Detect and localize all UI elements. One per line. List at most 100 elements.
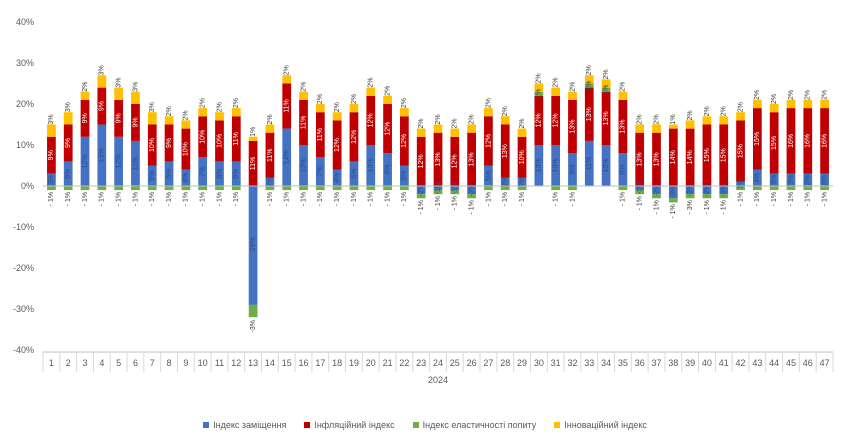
bar-segment xyxy=(332,120,342,170)
bar-segment xyxy=(584,87,594,141)
bar-data-label: 3% xyxy=(132,82,139,92)
y-tick-label: -40% xyxy=(13,345,34,355)
data-labels-group: 3% 9% - 1% 3% 6% 9% - 1% 3% 12% 9% - 1% 2% 15% 9% - 1%… xyxy=(48,65,828,332)
legend-item-innovation: Інноваційний індекс xyxy=(554,420,647,430)
bar-data-label: 10% xyxy=(603,158,610,172)
y-tick-label: 10% xyxy=(16,140,34,150)
bar-segment xyxy=(752,186,762,191)
bar-data-label: 2% xyxy=(586,65,593,75)
x-tick-label: 10 xyxy=(198,358,208,368)
bar-data-label: 2% xyxy=(805,90,812,100)
bar-data-label: -1% xyxy=(637,182,644,194)
x-tick-label: 28 xyxy=(500,358,510,368)
x-tick-label: 23 xyxy=(416,358,426,368)
bar-data-label: 9% xyxy=(65,138,72,148)
bar-data-label: - 1% xyxy=(418,200,425,214)
x-axis: 1 2 3 4 5 6 7 8 9 10 11 12 13 14 15 16 17 18 19 20 21 22 23 24 2… xyxy=(42,185,834,385)
bar-data-label: 10% xyxy=(149,138,156,152)
bar-data-label: 2% xyxy=(267,177,274,187)
x-tick-label: 46 xyxy=(803,358,813,368)
bar-data-label: 12% xyxy=(485,134,492,148)
bar-data-label: - 1% xyxy=(569,192,576,206)
x-tick-label: 14 xyxy=(265,358,275,368)
bar-data-label: 2% xyxy=(485,98,492,108)
bar-data-label: - 1% xyxy=(166,192,173,206)
bar-segment xyxy=(618,153,628,186)
bar-segment xyxy=(231,116,241,162)
bar-data-label: 12% xyxy=(82,154,89,168)
bar-data-label: 16% xyxy=(805,134,812,148)
bar-segment xyxy=(702,116,712,125)
x-tick-label: 25 xyxy=(450,358,460,368)
bar-data-label: 2% xyxy=(317,94,324,104)
bar-data-label: 2% xyxy=(737,102,744,112)
bar-data-label: 12% xyxy=(334,138,341,152)
bar-data-label: 9% xyxy=(166,138,173,148)
bar-segment xyxy=(349,104,359,113)
bar-data-label: 15% xyxy=(704,148,711,162)
bar-data-label: 3% xyxy=(821,175,828,185)
bar-segment xyxy=(147,112,157,125)
x-tick-label: 45 xyxy=(786,358,796,368)
bar-segment xyxy=(47,124,56,137)
legend-swatch-elasticity xyxy=(412,422,419,428)
bar-data-label: - 1% xyxy=(754,192,761,206)
bar-data-label: 5% xyxy=(485,171,492,181)
bar-segment xyxy=(47,136,56,174)
bar-segment xyxy=(215,186,224,191)
bar-segment xyxy=(484,108,493,117)
bar-segment xyxy=(315,157,325,186)
bar-data-label: - 1% xyxy=(620,192,627,206)
bar-segment xyxy=(97,75,107,88)
bar-data-label: 2% xyxy=(384,86,391,96)
x-tick-label: 35 xyxy=(618,358,628,368)
bar-data-label: - 1% xyxy=(300,192,307,206)
x-tick-label: 4 xyxy=(99,358,104,368)
bar-segment xyxy=(215,120,224,162)
y-tick-label: 20% xyxy=(16,99,34,109)
bar-segment xyxy=(517,186,527,191)
bar-segment xyxy=(820,108,829,174)
bar-data-label: 12% xyxy=(536,113,543,127)
x-tick-label: 44 xyxy=(769,358,779,368)
bar-segment xyxy=(383,153,392,186)
bar-segment xyxy=(282,186,292,191)
bar-data-label: 2% xyxy=(200,98,207,108)
legend-label-replacement: Індекс заміщення xyxy=(213,420,287,430)
bar-segment xyxy=(618,99,628,154)
bar-segment xyxy=(97,87,107,125)
bar-data-label: 3% xyxy=(48,175,55,185)
x-tick-label: 20 xyxy=(366,358,376,368)
bar-data-label: 11% xyxy=(317,128,324,142)
bar-segment xyxy=(534,95,544,145)
bar-segment xyxy=(534,83,544,92)
bar-segment xyxy=(332,112,342,121)
bar-segment xyxy=(551,87,561,96)
bar-data-label: - 1% xyxy=(132,192,139,206)
bar-segment xyxy=(47,186,56,191)
x-group-label: 2024 xyxy=(428,375,448,385)
bar-data-label: - 1% xyxy=(821,192,828,206)
bar-segment xyxy=(484,186,493,191)
bar-data-label: -1% xyxy=(452,182,459,194)
bar-segment xyxy=(467,124,476,133)
bar-segment xyxy=(181,169,191,186)
bar-data-label: - 1% xyxy=(468,200,475,214)
x-tick-label: 24 xyxy=(433,358,443,368)
x-tick-label: 2 xyxy=(66,358,71,368)
bar-segment xyxy=(349,161,359,186)
bar-data-label: - 1% xyxy=(435,196,442,210)
bar-segment xyxy=(215,161,224,186)
x-tick-label: 42 xyxy=(736,358,746,368)
bar-data-label: 6% xyxy=(166,169,173,179)
bar-data-label: 2% xyxy=(569,82,576,92)
bar-segment xyxy=(685,194,695,199)
bar-segment xyxy=(114,186,124,191)
bar-segment xyxy=(786,108,796,174)
bar-segment xyxy=(366,87,376,96)
bar-segment xyxy=(131,91,140,104)
bar-segment xyxy=(265,124,275,133)
bar-data-label: 2% xyxy=(519,177,526,187)
bar-segment xyxy=(500,177,510,186)
bar-segment xyxy=(181,186,191,191)
